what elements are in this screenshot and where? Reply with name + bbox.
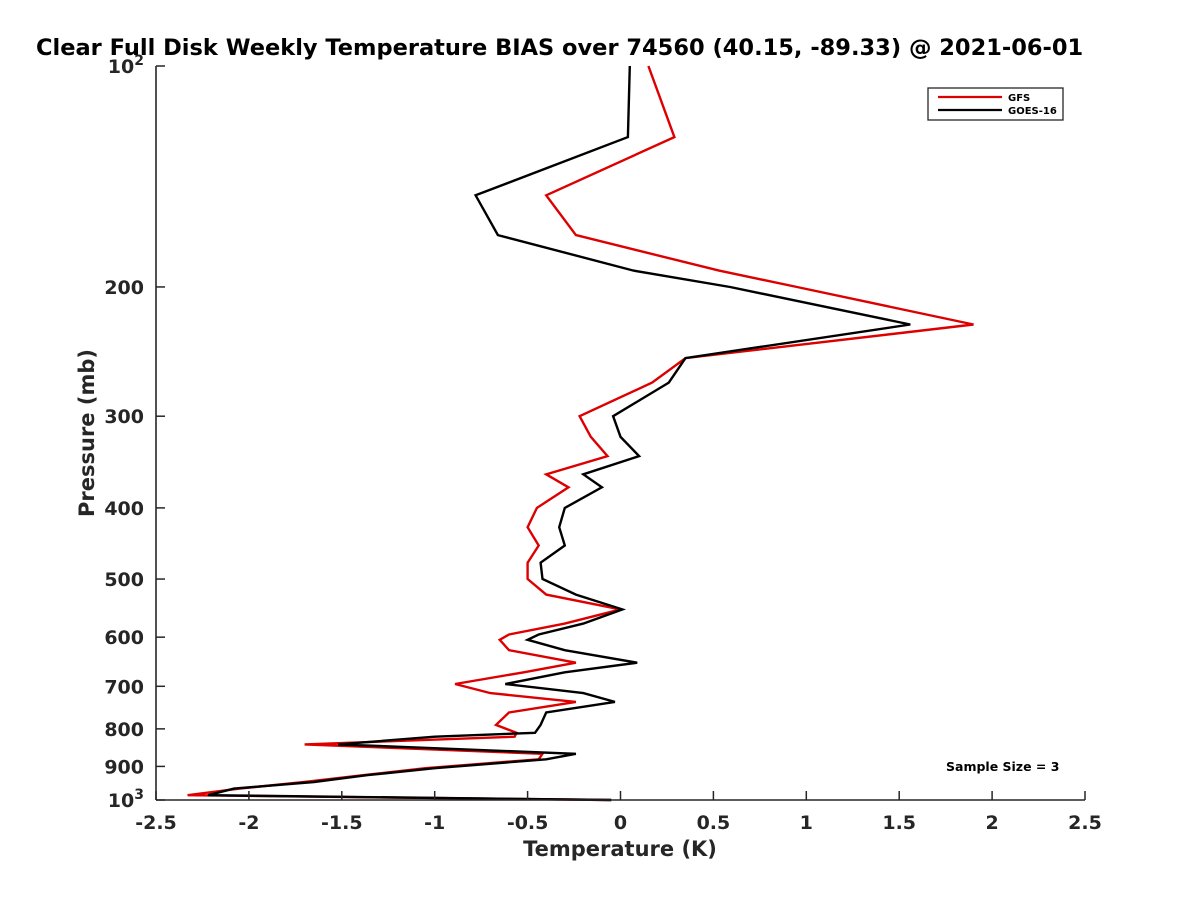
x-tick-label: 2 xyxy=(985,812,998,834)
legend-label-gfs: GFS xyxy=(1008,93,1030,104)
plot-area xyxy=(156,66,1085,800)
x-tick-label: -2 xyxy=(238,812,259,834)
x-tick-label: 1.5 xyxy=(882,812,916,834)
chart-title: Clear Full Disk Weekly Temperature BIAS … xyxy=(36,35,1083,61)
y-axis-label: Pressure (mb) xyxy=(75,349,99,517)
y-tick-label: 200 xyxy=(104,277,144,299)
x-tick-label: 2.5 xyxy=(1068,812,1102,834)
x-tick-label: -0.5 xyxy=(507,812,549,834)
y-ticks: 102 200 300 400 500 600 700 800 900 103 xyxy=(104,53,165,812)
sample-size-annotation: Sample Size = 3 xyxy=(946,759,1059,774)
x-tick-label: 1 xyxy=(800,812,813,834)
series-line-goes-16 xyxy=(207,65,911,802)
legend: GFS GOES-16 xyxy=(927,87,1064,121)
y-tick-label: 103 xyxy=(108,787,144,812)
x-axis-label: Temperature (K) xyxy=(523,837,717,861)
legend-label-goes-16: GOES-16 xyxy=(1008,106,1057,117)
x-tick-label: -1.5 xyxy=(321,812,363,834)
x-tick-label: -1 xyxy=(424,812,445,834)
y-tick-label: 500 xyxy=(104,569,144,591)
y-tick-label: 400 xyxy=(104,498,144,520)
y-tick-label: 600 xyxy=(104,627,144,649)
y-tick-label: 900 xyxy=(104,756,144,778)
series-layer xyxy=(187,65,974,802)
y-tick-label: 102 xyxy=(108,53,144,78)
x-ticks: -2.5 -2 -1.5 -1 -0.5 0 0.5 1 1.5 2 2.5 xyxy=(135,791,1102,834)
x-tick-label: 0 xyxy=(614,812,627,834)
y-tick-label: 800 xyxy=(104,719,144,741)
x-tick-label: -2.5 xyxy=(135,812,177,834)
y-tick-label: 300 xyxy=(104,406,144,428)
legend-box xyxy=(927,87,1064,121)
x-tick-label: 0.5 xyxy=(697,812,731,834)
y-tick-label: 700 xyxy=(104,676,144,698)
